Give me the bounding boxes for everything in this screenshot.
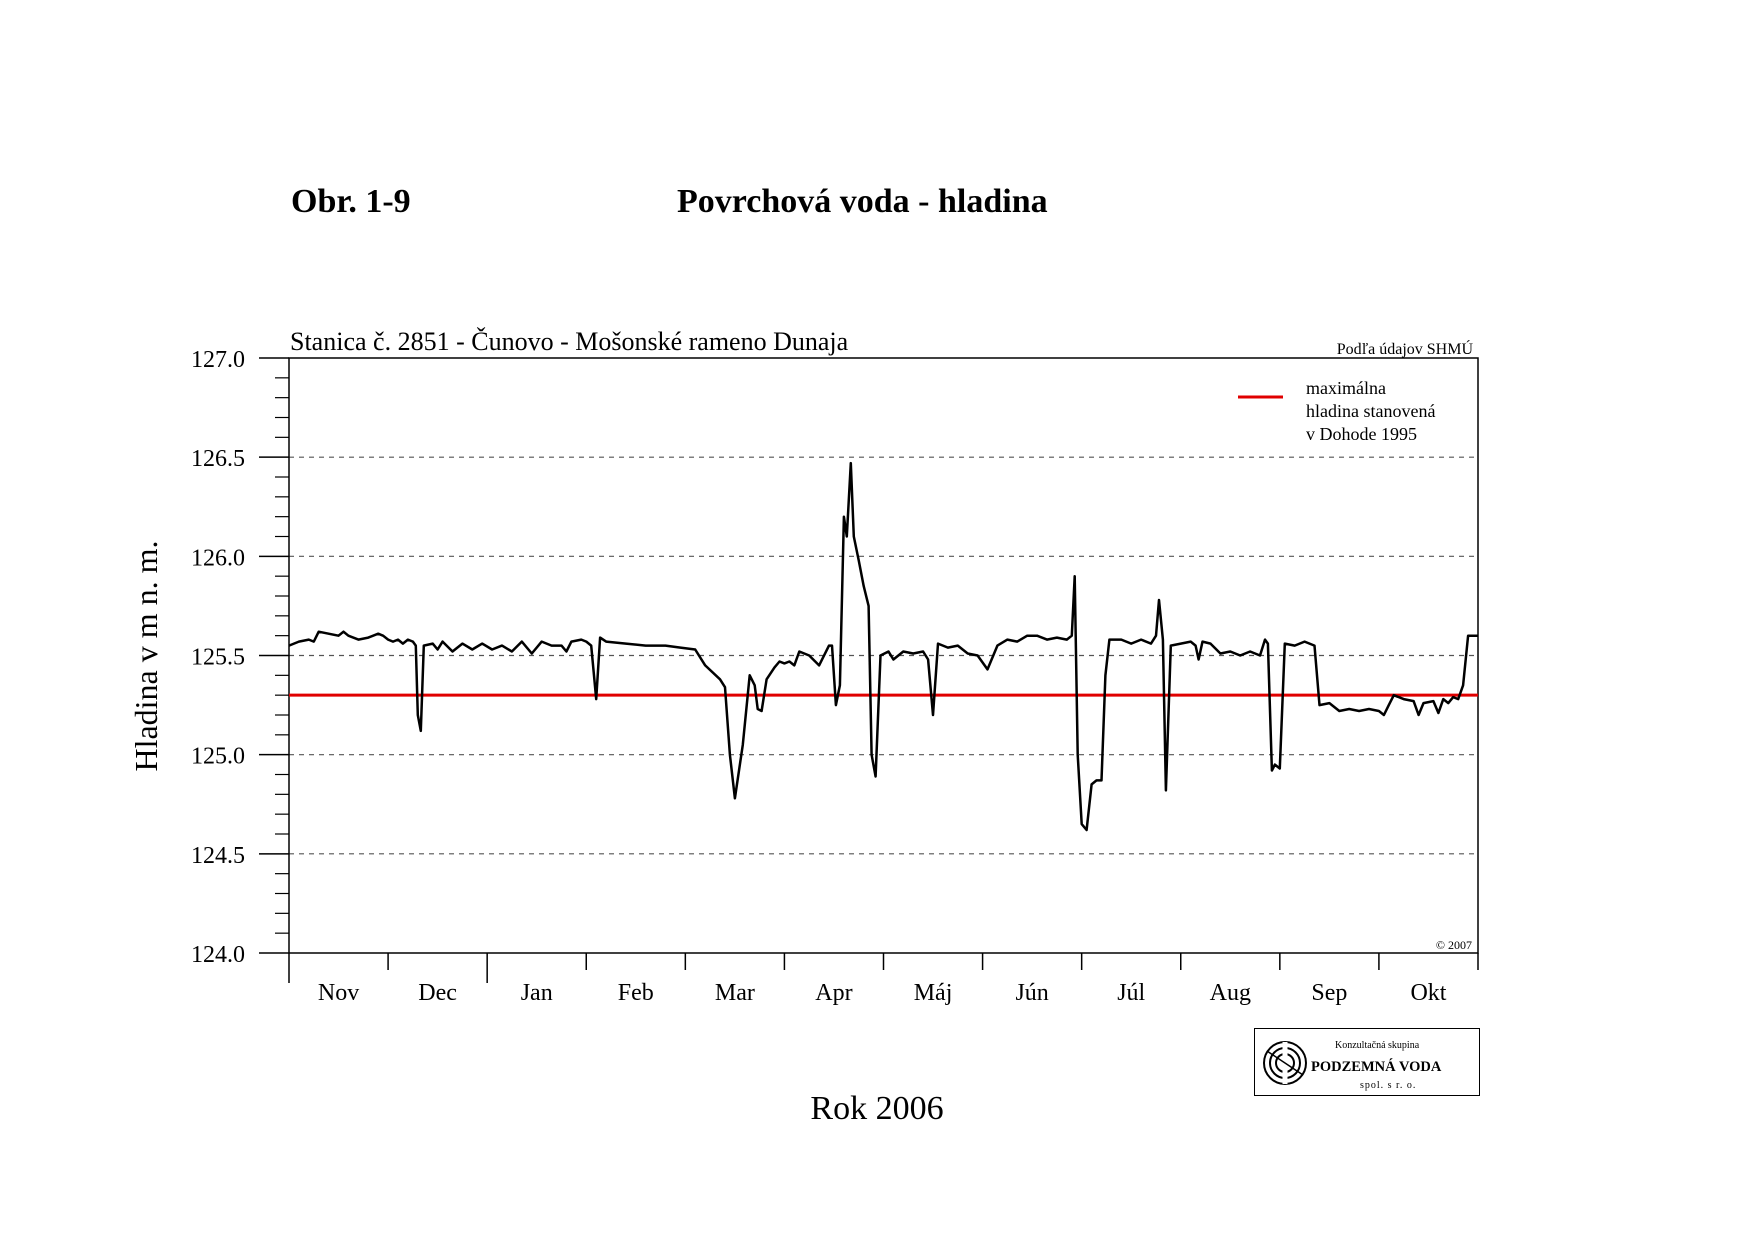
x-month-label: Dec [418, 980, 457, 1006]
chart-title: Stanica č. 2851 - Čunovo - Mošonské rame… [290, 327, 849, 356]
y-tick-label: 127.0 [191, 347, 245, 373]
company-logo: Konzultačná skupina PODZEMNÁ VODA spol. … [1254, 1028, 1480, 1096]
water-level-series-line [288, 461, 1478, 832]
y-tick-label: 125.5 [191, 645, 245, 671]
x-month-label: Máj [914, 980, 953, 1006]
logo-spiral-icon [1263, 1041, 1307, 1085]
figure-number: Obr. 1-9 [291, 183, 411, 220]
grid-lines [289, 456, 1478, 855]
x-month-label: Okt [1410, 980, 1446, 1006]
y-tick-label: 126.0 [191, 545, 245, 571]
x-axis-label: Rok 2006 [810, 1090, 943, 1127]
y-tick-label: 124.0 [191, 942, 245, 968]
legend-line-3: v Dohode 1995 [1306, 424, 1417, 444]
axis-labels: 127.0 126.5 126.0 125.5 125.0 124.5 124.0 Nov De… [191, 347, 1447, 1006]
x-month-label: Aug [1210, 980, 1251, 1006]
logo-line-3: spol. s r. o. [1360, 1080, 1417, 1091]
legend-line-2: hladina stanovená [1306, 401, 1435, 421]
legend: maximálna hladina stanovená v Dohode 199… [1238, 378, 1435, 444]
x-month-label: Nov [318, 980, 359, 1006]
y-tick-label: 124.5 [191, 843, 245, 869]
copyright-note: © 2007 [1436, 938, 1472, 952]
y-axis-label: Hladina v m n. m. [128, 540, 164, 771]
logo-line-2: PODZEMNÁ VODA [1311, 1059, 1442, 1075]
figure-title: Povrchová voda - hladina [677, 183, 1048, 220]
axis-ticks [259, 357, 1380, 983]
x-month-label: Apr [815, 980, 852, 1006]
x-month-label: Jún [1015, 980, 1048, 1006]
x-month-label: Feb [618, 980, 654, 1006]
logo-line-1: Konzultačná skupina [1335, 1040, 1420, 1051]
x-month-label: Sep [1311, 980, 1347, 1006]
legend-line-1: maximálna [1306, 378, 1386, 398]
x-month-label: Jan [521, 980, 553, 1006]
plot-frame [288, 357, 1479, 954]
y-tick-label: 126.5 [191, 446, 245, 472]
y-tick-label: 125.0 [191, 744, 245, 770]
source-note: Podľa údajov SHMÚ [1337, 339, 1474, 358]
x-month-label: Mar [715, 980, 755, 1006]
x-month-label: Júl [1117, 980, 1145, 1006]
